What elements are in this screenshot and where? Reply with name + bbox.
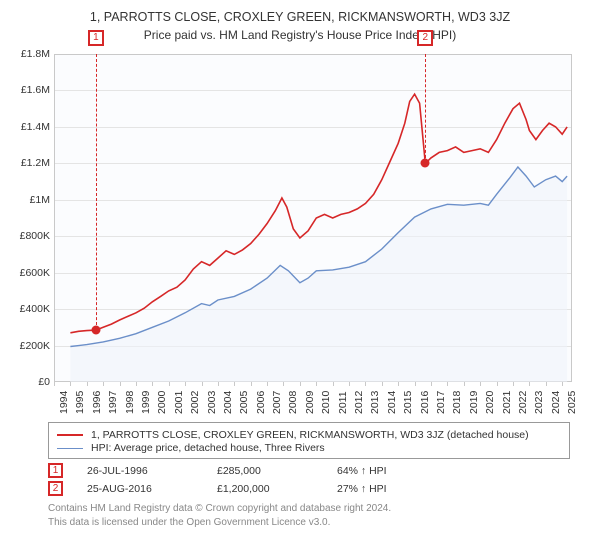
- transaction-pct: 27% ↑ HPI: [337, 483, 477, 495]
- x-tick-label: 2015: [402, 391, 414, 414]
- x-tick-label: 2002: [189, 391, 201, 414]
- x-tick-label: 2003: [206, 391, 218, 414]
- footer-attribution: Contains HM Land Registry data © Crown c…: [48, 502, 590, 529]
- legend-swatch: [57, 448, 83, 449]
- x-tick-label: 2011: [337, 391, 349, 414]
- footer-line2: This data is licensed under the Open Gov…: [48, 516, 590, 530]
- table-row: 2 25-AUG-2016£1,200,00027% ↑ HPI: [48, 481, 570, 496]
- table-row: 1 26-JUL-1996£285,00064% ↑ HPI: [48, 463, 570, 478]
- x-tick-label: 2016: [419, 391, 431, 414]
- x-tick-label: 2024: [550, 391, 562, 414]
- x-tick-label: 2019: [468, 391, 480, 414]
- footer-line1: Contains HM Land Registry data © Crown c…: [48, 502, 590, 516]
- x-tick-label: 2014: [386, 391, 398, 414]
- x-tick-label: 2021: [501, 391, 513, 414]
- transaction-price: £285,000: [217, 465, 337, 477]
- x-tick-label: 1996: [91, 391, 103, 414]
- transaction-pct: 64% ↑ HPI: [337, 465, 477, 477]
- x-tick-label: 1994: [58, 391, 70, 414]
- marker-dot: [91, 326, 100, 335]
- legend-label: HPI: Average price, detached house, Thre…: [91, 442, 325, 454]
- chart-title-address: 1, PARROTTS CLOSE, CROXLEY GREEN, RICKMA…: [10, 8, 590, 24]
- transactions-table: 1 26-JUL-1996£285,00064% ↑ HPI 2 25-AUG-201…: [48, 463, 570, 496]
- legend-swatch: [57, 434, 83, 436]
- x-tick-label: 2001: [173, 391, 185, 414]
- transaction-date: 25-AUG-2016: [87, 483, 217, 495]
- x-tick-label: 2013: [369, 391, 381, 414]
- x-tick-label: 2023: [533, 391, 545, 414]
- legend-label: 1, PARROTTS CLOSE, CROXLEY GREEN, RICKMA…: [91, 429, 529, 441]
- transaction-date: 26-JUL-1996: [87, 465, 217, 477]
- x-tick-label: 1999: [140, 391, 152, 414]
- x-tick-label: 1998: [124, 391, 136, 414]
- marker-badge: 1: [88, 30, 104, 46]
- transaction-badge: 1: [48, 463, 63, 478]
- x-tick-label: 2000: [156, 391, 168, 414]
- marker-badge: 2: [417, 30, 433, 46]
- x-tick-label: 2008: [287, 391, 299, 414]
- x-tick-label: 2006: [255, 391, 267, 414]
- marker-dashed-line: [96, 54, 97, 330]
- x-tick-label: 2004: [222, 391, 234, 414]
- x-tick-label: 2025: [566, 391, 578, 414]
- x-tick-label: 2009: [304, 391, 316, 414]
- x-tick-label: 2012: [353, 391, 365, 414]
- chart-area: £0£200K£400K£600K£800K£1M£1.2M£1.4M£1.6M…: [14, 48, 574, 418]
- x-tick-label: 2017: [435, 391, 447, 414]
- x-tick-label: 2005: [238, 391, 250, 414]
- marker-dot: [421, 159, 430, 168]
- x-tick-label: 2022: [517, 391, 529, 414]
- marker-dashed-line: [425, 54, 426, 163]
- x-tick-label: 2020: [484, 391, 496, 414]
- x-tick-label: 2010: [320, 391, 332, 414]
- transaction-badge: 2: [48, 481, 63, 496]
- legend-row: HPI: Average price, detached house, Thre…: [57, 442, 561, 454]
- x-tick-label: 2007: [271, 391, 283, 414]
- x-tick-label: 2018: [451, 391, 463, 414]
- x-tick-label: 1995: [74, 391, 86, 414]
- x-tick-label: 1997: [107, 391, 119, 414]
- legend-row: 1, PARROTTS CLOSE, CROXLEY GREEN, RICKMA…: [57, 429, 561, 441]
- legend: 1, PARROTTS CLOSE, CROXLEY GREEN, RICKMA…: [48, 422, 570, 459]
- transaction-price: £1,200,000: [217, 483, 337, 495]
